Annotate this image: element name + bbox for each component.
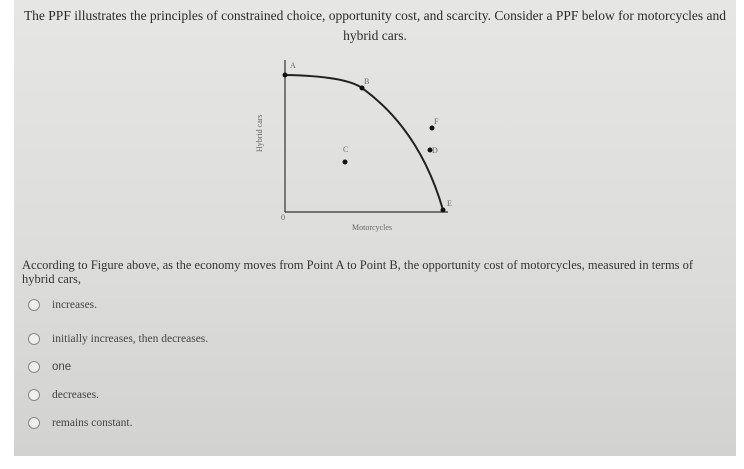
option-text: one	[52, 361, 72, 373]
option[interactable]: initially increases, then decreases.	[28, 333, 208, 345]
origin-label: 0	[281, 213, 285, 222]
option[interactable]: decreases.	[28, 389, 99, 401]
ppf-curve	[284, 74, 444, 211]
radio[interactable]	[28, 417, 40, 429]
point-label: B	[364, 77, 369, 86]
point	[342, 159, 348, 165]
radio[interactable]	[28, 299, 40, 311]
point	[429, 125, 435, 131]
option[interactable]: increases.	[28, 299, 97, 311]
point-label: C	[343, 145, 348, 154]
option-text: increases.	[52, 299, 98, 311]
point	[359, 85, 365, 91]
point-label: E	[447, 199, 452, 208]
x-axis-label: Motorcycles	[352, 223, 392, 232]
option-text: initially increases, then decreases.	[52, 333, 209, 345]
intro-text: The PPF illustrates the principles of co…	[23, 8, 727, 43]
option-text: decreases.	[52, 389, 99, 401]
y-axis-label: Hybrid cars	[255, 114, 264, 152]
radio[interactable]	[28, 389, 40, 401]
option-text: remains constant.	[52, 417, 133, 429]
screenshot	[14, 0, 736, 456]
point-label: A	[290, 61, 296, 70]
point	[282, 72, 288, 78]
radio[interactable]	[28, 333, 40, 345]
point	[427, 147, 433, 153]
point	[440, 207, 446, 213]
radio[interactable]	[28, 361, 40, 373]
option[interactable]: one	[28, 361, 71, 373]
point-label: D	[432, 146, 438, 155]
question-text: According to Figure above, as the econom…	[22, 258, 694, 286]
option[interactable]: remains constant.	[28, 417, 132, 429]
point-label: F	[434, 117, 439, 126]
